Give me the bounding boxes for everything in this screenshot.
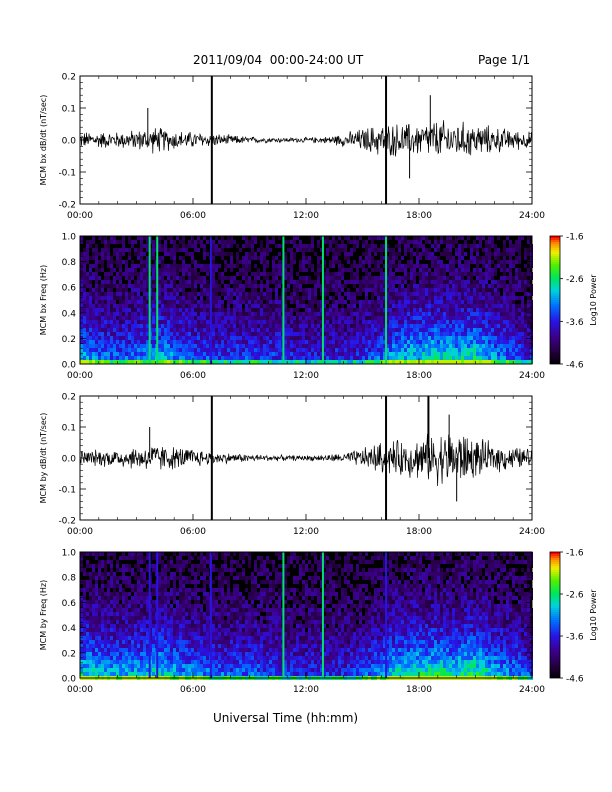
- y-tick-label: 0.0: [62, 137, 77, 147]
- y-tick-label: 0.0: [62, 675, 77, 685]
- y-tick-label: 0.8: [62, 574, 77, 584]
- y-tick-label: 0.6: [62, 599, 77, 609]
- x-axis-title: Universal Time (hh:mm): [213, 711, 359, 725]
- x-tick-label: 24:00: [519, 211, 545, 221]
- dbdt-trace: [79, 433, 533, 487]
- x-tick-label: 24:00: [519, 685, 545, 695]
- y-tick-label: 0.8: [62, 258, 77, 268]
- y-tick-label: 0.0: [62, 361, 77, 371]
- x-tick-label: 06:00: [180, 371, 206, 381]
- colorbar-tick-label: -4.6: [566, 361, 584, 371]
- colorbar-tick-label: -1.6: [566, 233, 584, 243]
- colorbar-tick-label: -3.6: [566, 633, 584, 643]
- y-tick-label: 0.6: [62, 284, 77, 294]
- colorbar: [550, 236, 560, 364]
- colorbar-frame: [549, 551, 561, 679]
- x-tick-label: 18:00: [406, 211, 432, 221]
- x-tick-label: 12:00: [293, 527, 319, 537]
- x-tick-label: 06:00: [180, 685, 206, 695]
- x-tick-label: 24:00: [519, 527, 545, 537]
- x-tick-label: 12:00: [293, 371, 319, 381]
- x-tick-label: 06:00: [180, 211, 206, 221]
- colorbar-label: Log10 Power: [589, 589, 598, 641]
- page-number: Page 1/1: [478, 53, 531, 67]
- x-tick-label: 18:00: [406, 685, 432, 695]
- y-tick-label: 0.2: [62, 393, 76, 403]
- y-tick-label: -0.2: [58, 517, 76, 527]
- y-axis-title: MCM by Freq (Hz): [39, 580, 48, 650]
- colorbar-tick-label: -2.6: [566, 591, 584, 601]
- colorbar-label: Log10 Power: [589, 274, 598, 326]
- dbdt-trace: [79, 120, 533, 157]
- y-tick-label: 0.2: [62, 73, 76, 83]
- spectrogram-cells: [80, 236, 533, 364]
- y-tick-label: 0.1: [62, 105, 76, 115]
- colorbar-tick-label: -3.6: [566, 318, 584, 328]
- y-axis-title: MCM by dB/dt (nT/sec): [39, 413, 48, 504]
- colorbar-frame: [549, 235, 561, 365]
- y-tick-label: 0.2: [62, 649, 76, 659]
- x-tick-label: 24:00: [519, 371, 545, 381]
- x-tick-label: 18:00: [406, 527, 432, 537]
- y-tick-label: -0.2: [58, 201, 76, 211]
- x-tick-label: 00:00: [67, 211, 93, 221]
- x-tick-label: 00:00: [67, 371, 93, 381]
- colorbar: [550, 552, 560, 678]
- colorbar-tick-label: -2.6: [566, 275, 584, 285]
- x-tick-label: 12:00: [293, 685, 319, 695]
- y-tick-label: 1.0: [62, 549, 77, 559]
- y-tick-label: 0.0: [62, 455, 77, 465]
- y-tick-label: 0.2: [62, 335, 76, 345]
- y-axis-title: MCM bx dB/dt (nT/sec): [39, 95, 48, 186]
- y-tick-label: 0.4: [62, 624, 77, 634]
- x-tick-label: 18:00: [406, 371, 432, 381]
- spectrogram-cells: [80, 552, 533, 680]
- x-tick-label: 06:00: [180, 527, 206, 537]
- colorbar-tick-label: -1.6: [566, 549, 584, 559]
- y-tick-label: -0.1: [58, 486, 76, 496]
- y-tick-label: 1.0: [62, 233, 77, 243]
- y-axis-title: MCM bx Freq (Hz): [39, 265, 48, 335]
- x-tick-label: 00:00: [67, 527, 93, 537]
- x-tick-label: 12:00: [293, 211, 319, 221]
- x-tick-label: 00:00: [67, 685, 93, 695]
- y-tick-label: 0.1: [62, 424, 76, 434]
- y-tick-label: -0.1: [58, 169, 76, 179]
- page-title: 2011/09/04 00:00-24:00 UT: [193, 53, 364, 67]
- colorbar-tick-label: -4.6: [566, 675, 584, 685]
- y-tick-label: 0.4: [62, 309, 77, 319]
